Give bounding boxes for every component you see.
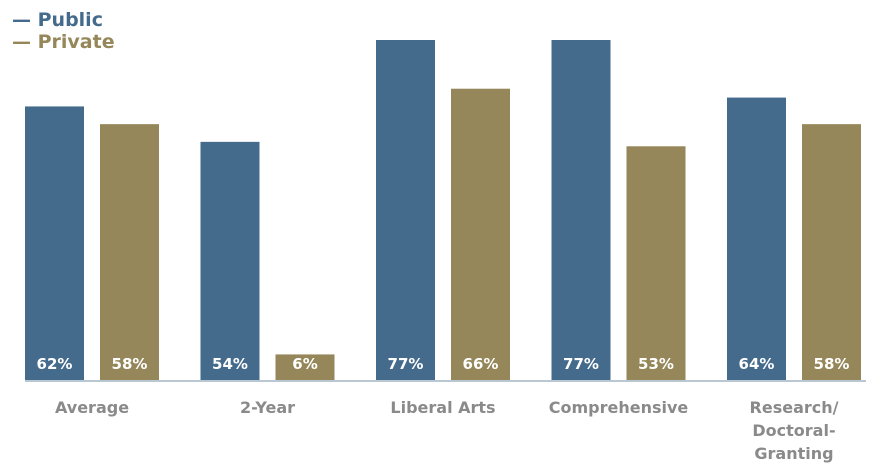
bar-public-0 <box>25 106 84 381</box>
category-label-2: Liberal Arts <box>390 398 495 417</box>
legend-item-public: — Public <box>12 9 115 31</box>
bar-public-1 <box>200 141 260 381</box>
bar-private-4 <box>802 124 861 382</box>
data-label-public-2: 77% <box>388 355 424 373</box>
legend-private-label: — Private <box>12 31 115 53</box>
data-label-public-3: 77% <box>563 355 599 373</box>
bar-private-1 <box>275 354 335 381</box>
category-label-1: 2-Year <box>240 398 295 417</box>
bar-public-2 <box>376 40 435 381</box>
bar-public-3 <box>551 40 611 381</box>
bar-public-4 <box>727 97 786 382</box>
legend: — Public — Private <box>12 9 115 53</box>
data-label-public-4: 64% <box>739 355 775 373</box>
data-label-private-4: 58% <box>814 355 850 373</box>
bar-private-2 <box>451 88 510 381</box>
category-label-0: Average <box>55 398 129 417</box>
data-label-private-1: 6% <box>292 355 317 373</box>
bar-private-0 <box>100 124 159 382</box>
bar-private-3 <box>626 146 686 381</box>
data-label-public-1: 54% <box>212 355 248 373</box>
data-label-public-0: 62% <box>37 355 73 373</box>
data-label-private-3: 53% <box>638 355 674 373</box>
data-label-private-0: 58% <box>112 355 148 373</box>
data-label-private-2: 66% <box>463 355 499 373</box>
legend-public-label: — Public <box>12 9 103 31</box>
category-label-3: Comprehensive <box>549 398 689 417</box>
category-label-4: Research/Doctoral-Granting <box>750 398 839 463</box>
legend-item-private: — Private <box>12 31 115 53</box>
